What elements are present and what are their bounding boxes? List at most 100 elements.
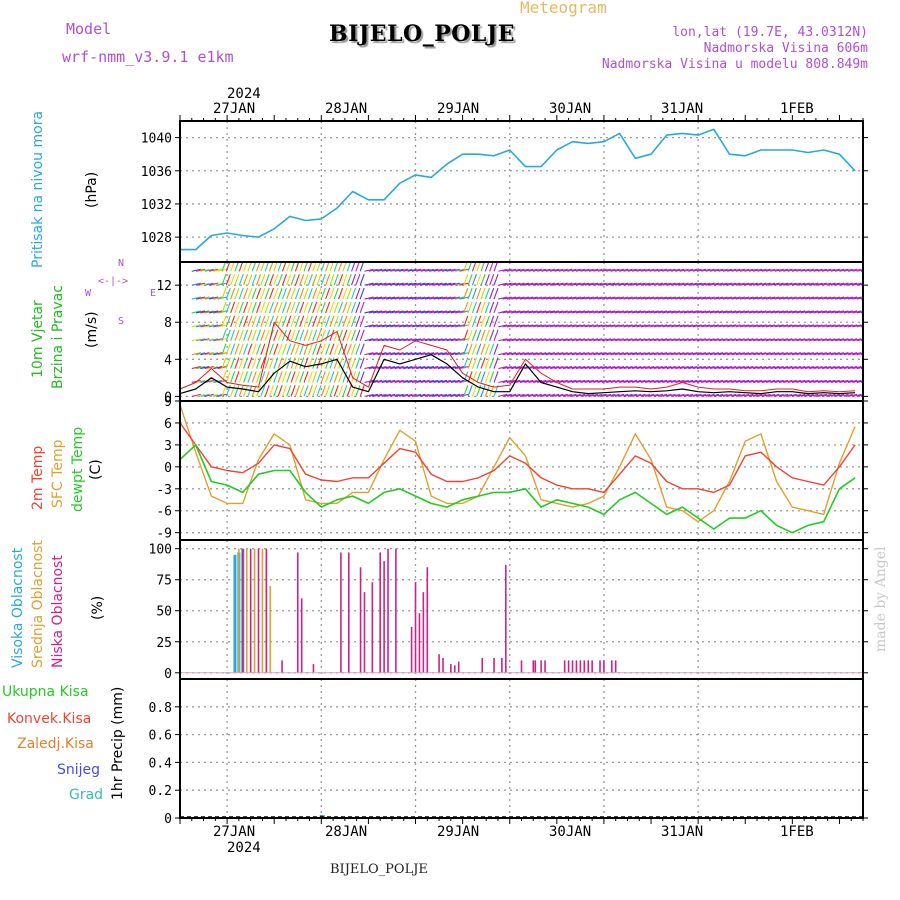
wind-barb [511,310,521,314]
wind-barb [221,343,227,355]
wind-barb [666,324,676,328]
wind-barb [778,268,789,272]
wind-barb [433,338,443,342]
wind-barb [765,310,776,314]
wind-barb [519,352,530,356]
wind-barb [416,393,426,397]
wind-barb [390,379,400,384]
wind-barb [463,273,469,286]
wind-barb [238,287,244,300]
wind-barb [567,393,577,397]
wind-barb [502,379,512,384]
wind-barb [225,343,231,355]
wind-barb [744,310,754,314]
wind-barb [770,310,780,314]
wind-barb [722,268,732,272]
wind-barb [705,393,715,397]
wind-barb [550,366,560,370]
wind-barb [213,282,223,286]
wind-barb [446,379,456,384]
wind-barb [299,329,305,341]
wind-barb [614,366,625,370]
wind-barb [294,329,300,341]
wind-barb [290,343,296,355]
wind-barb [783,268,793,272]
wind-barb [195,310,206,314]
wind-barb [390,338,400,342]
wind-barb [394,324,404,328]
wind-barb [498,352,508,356]
wind-barb [701,324,711,328]
wind-barb [804,366,815,370]
wind-barb [307,371,313,383]
wind-barb [683,379,694,384]
wind-barb [791,268,802,272]
wind-barb [571,393,581,397]
wind-barb [778,366,789,370]
wind-barb [653,268,663,272]
wind-barb [709,338,720,342]
wind-barb [562,296,573,300]
wind-barb [268,343,275,355]
wind-barb [519,296,530,300]
wind-barb [597,379,607,384]
wind-barb [381,296,391,300]
wind-barb [329,343,335,355]
wind-barb [221,357,227,369]
wind-barb [307,301,313,314]
wind-barb [463,329,469,341]
wind-barb [256,301,262,314]
wind-barb [528,366,538,370]
wind-barb [770,338,780,342]
wind-barb [727,324,737,328]
wind-barb [519,268,530,272]
cloud-unit: (%) [90,595,106,620]
wind-barb [679,268,689,272]
wind-barb [770,324,780,328]
wind-barb [670,379,681,384]
wind-barb [783,324,793,328]
wind-barb [373,393,383,397]
wind-barb [718,324,728,328]
wind-barb [765,352,776,356]
y-tick-label: 0 [164,390,172,405]
wind-barb [437,268,448,272]
wind-barb [247,287,253,300]
wind-barb [640,338,650,342]
wind-barb [843,393,853,397]
wind-barb [554,268,564,272]
wind-barb [830,352,840,356]
wind-barb [442,268,452,272]
wind-barb [342,273,348,286]
wind-barb [640,296,650,300]
wind-barb [714,296,724,300]
wind-barb [597,282,607,286]
wind-barb [230,329,236,341]
precip-unit: 1hr Precip (mm) [110,686,126,800]
wind-barb [662,366,672,370]
wind-barb [597,296,607,300]
wind-barb [601,324,612,328]
wind-barb [822,282,832,286]
wind-barb [748,282,758,286]
wind-barb [800,296,810,300]
wind-barb [709,352,720,356]
wind-barb [632,338,642,342]
wind-barb [580,366,590,370]
wind-barb [420,296,430,300]
wind-barb [843,296,853,300]
wind-barb [727,352,737,356]
wind-barb [601,296,612,300]
wind-barb [778,379,789,384]
wind-barb [692,393,702,397]
wind-barb [489,287,495,300]
wind-barb [519,393,530,397]
wind-barb [506,338,517,342]
wind-barb [471,273,477,286]
y-tick-label: 0 [164,461,172,476]
wind-barb [740,393,750,397]
wind-barb [467,343,473,355]
wind-barb [714,379,724,384]
wind-barb [653,352,663,356]
wind-barb [800,379,810,384]
